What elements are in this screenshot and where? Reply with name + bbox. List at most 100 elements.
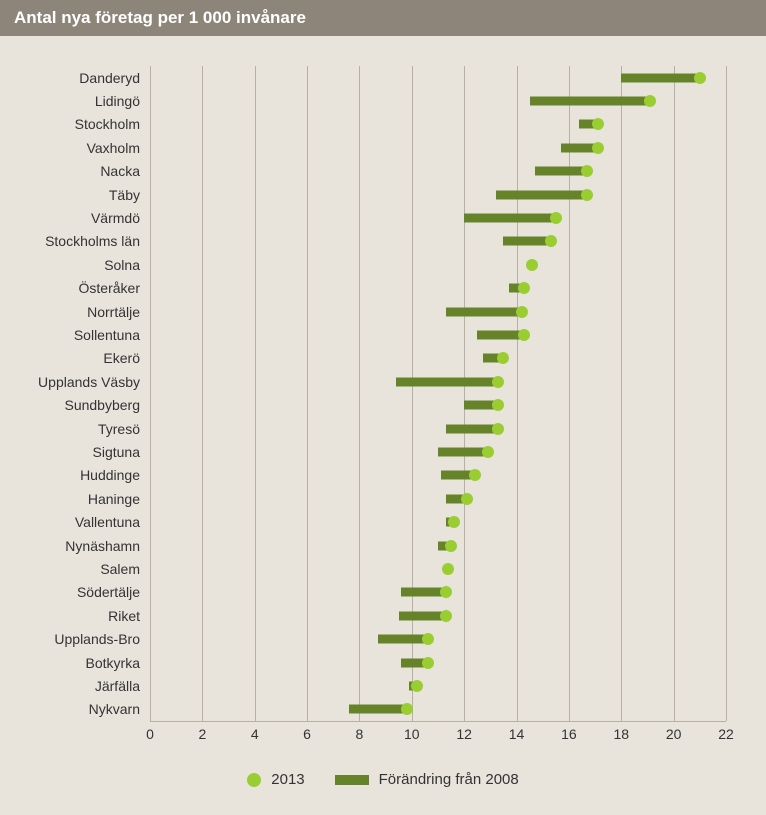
y-label: Ekerö	[103, 350, 140, 366]
value-dot	[694, 72, 706, 84]
y-label: Värmdö	[91, 210, 140, 226]
value-dot	[442, 563, 454, 575]
y-label: Danderyd	[79, 70, 140, 86]
value-dot	[518, 282, 530, 294]
chart-row: Vallentuna	[150, 510, 726, 533]
y-label: Nynäshamn	[65, 538, 140, 554]
value-dot	[550, 212, 562, 224]
legend: 2013 Förändring från 2008	[0, 756, 766, 808]
change-bar	[378, 635, 428, 644]
y-label: Sigtuna	[93, 444, 140, 460]
change-bar	[349, 705, 407, 714]
legend-bar-label: Förändring från 2008	[379, 771, 519, 788]
x-tick-label: 14	[509, 726, 525, 742]
change-bar	[399, 611, 446, 620]
value-dot	[440, 610, 452, 622]
y-label: Södertälje	[77, 584, 140, 600]
chart-row: Värmdö	[150, 206, 726, 229]
y-label: Huddinge	[80, 467, 140, 483]
change-bar	[464, 214, 556, 223]
chart-row: Sigtuna	[150, 440, 726, 463]
value-dot	[516, 306, 528, 318]
value-dot	[592, 142, 604, 154]
value-dot	[497, 352, 509, 364]
chart-header: Antal nya företag per 1 000 invånare	[0, 0, 766, 36]
chart-row: Botkyrka	[150, 651, 726, 674]
y-label: Täby	[109, 187, 140, 203]
value-dot	[422, 633, 434, 645]
chart-row: Salem	[150, 557, 726, 580]
y-label: Tyresö	[98, 421, 140, 437]
y-label: Österåker	[79, 280, 140, 296]
value-dot	[482, 446, 494, 458]
chart-plot: 0246810121416182022 DanderydLidingöStock…	[150, 66, 726, 746]
legend-dot-label: 2013	[271, 771, 304, 788]
chart-row: Österåker	[150, 277, 726, 300]
x-tick-label: 12	[456, 726, 472, 742]
value-dot	[518, 329, 530, 341]
y-label: Järfälla	[95, 678, 140, 694]
y-label: Botkyrka	[86, 655, 140, 671]
chart-row: Tyresö	[150, 417, 726, 440]
gridline	[726, 66, 727, 721]
y-label: Sollentuna	[74, 327, 140, 343]
value-dot	[581, 189, 593, 201]
y-label: Stockholms län	[45, 233, 140, 249]
y-label: Riket	[108, 608, 140, 624]
value-dot	[469, 469, 481, 481]
y-label: Vallentuna	[75, 514, 140, 530]
x-tick-label: 18	[613, 726, 629, 742]
change-bar	[396, 377, 498, 386]
x-tick-label: 2	[198, 726, 206, 742]
x-tick-label: 10	[404, 726, 420, 742]
y-label: Solna	[104, 257, 140, 273]
chart-row: Sundbyberg	[150, 394, 726, 417]
value-dot	[526, 259, 538, 271]
y-label: Nykvarn	[89, 701, 140, 717]
value-dot	[644, 95, 656, 107]
chart-row: Nynäshamn	[150, 534, 726, 557]
x-tick-label: 8	[356, 726, 364, 742]
chart-row: Sollentuna	[150, 323, 726, 346]
legend-item-change: Förändring från 2008	[335, 771, 519, 788]
change-bar	[477, 331, 524, 340]
chart-row: Lidingö	[150, 89, 726, 112]
legend-bar-icon	[335, 775, 369, 785]
value-dot	[422, 657, 434, 669]
chart-row: Stockholms län	[150, 230, 726, 253]
y-label: Upplands Väsby	[38, 374, 140, 390]
x-tick-label: 6	[303, 726, 311, 742]
chart-row: Riket	[150, 604, 726, 627]
chart-row: Solna	[150, 253, 726, 276]
value-dot	[445, 540, 457, 552]
chart-area: 0246810121416182022 DanderydLidingöStock…	[20, 66, 746, 746]
y-label: Haninge	[88, 491, 140, 507]
change-bar	[446, 307, 525, 316]
x-tick-label: 16	[561, 726, 577, 742]
value-dot	[492, 399, 504, 411]
value-dot	[492, 376, 504, 388]
y-label: Vaxholm	[87, 140, 140, 156]
chart-row: Täby	[150, 183, 726, 206]
y-label: Stockholm	[75, 116, 140, 132]
value-dot	[545, 235, 557, 247]
chart-row: Danderyd	[150, 66, 726, 89]
value-dot	[411, 680, 423, 692]
chart-row: Nacka	[150, 160, 726, 183]
value-dot	[448, 516, 460, 528]
value-dot	[440, 586, 452, 598]
chart-row: Upplands-Bro	[150, 627, 726, 650]
change-bar	[438, 447, 488, 456]
value-dot	[592, 118, 604, 130]
value-dot	[492, 423, 504, 435]
chart-row: Stockholm	[150, 113, 726, 136]
legend-dot-icon	[247, 773, 261, 787]
chart-row: Södertälje	[150, 581, 726, 604]
chart-row: Huddinge	[150, 464, 726, 487]
chart-row: Ekerö	[150, 347, 726, 370]
x-tick-label: 20	[666, 726, 682, 742]
x-tick-label: 4	[251, 726, 259, 742]
value-dot	[461, 493, 473, 505]
x-tick-label: 0	[146, 726, 154, 742]
change-bar	[621, 73, 700, 82]
